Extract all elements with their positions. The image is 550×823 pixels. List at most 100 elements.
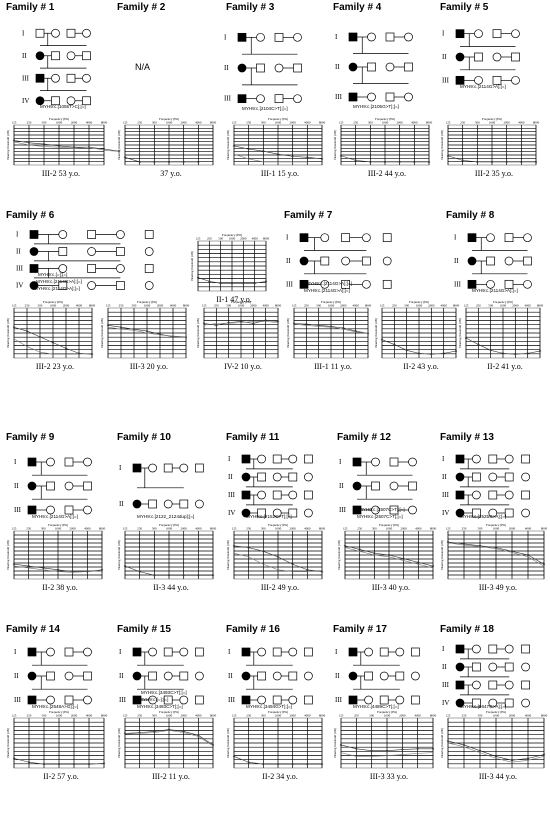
female-symbol bbox=[132, 499, 142, 509]
data-point: × bbox=[463, 544, 465, 548]
mutation-label: MYH9:c.[2114G>A];[=] bbox=[36, 279, 82, 284]
tick-label: 500 bbox=[218, 237, 223, 241]
data-point bbox=[153, 574, 156, 577]
data-point: × bbox=[43, 145, 45, 149]
audiogram-f6b: 125 250 500 1000 2000 4000 8000 Frequency (Hz) H… bbox=[190, 233, 270, 304]
generation-label: III bbox=[339, 506, 347, 514]
audiogram-f3: 125 250 500 1000 2000 4000 8000 Frequency (Hz) H… bbox=[226, 117, 326, 178]
series-line bbox=[13, 140, 120, 152]
data-point bbox=[153, 160, 156, 164]
female-symbol bbox=[408, 457, 417, 467]
data-point bbox=[366, 332, 370, 335]
mutation-label: MYH9:c.[2114G>A];[=] bbox=[304, 288, 350, 293]
data-point: × bbox=[277, 321, 279, 325]
male-symbol bbox=[272, 695, 282, 705]
male-symbol bbox=[504, 472, 514, 482]
male-symbol bbox=[299, 233, 309, 243]
data-point bbox=[355, 747, 358, 750]
audiogram-f16: 125 250 500 1000 2000 4000 8000 Frequency (Hz) H… bbox=[226, 710, 326, 781]
generation-label: I bbox=[224, 33, 227, 41]
tick-label: 500 bbox=[38, 304, 43, 308]
male-symbol bbox=[504, 698, 514, 708]
male-symbol bbox=[486, 256, 495, 266]
tick-label: 4000 bbox=[262, 304, 269, 308]
female-symbol bbox=[51, 28, 60, 38]
male-symbol bbox=[521, 454, 530, 464]
male-symbol bbox=[27, 695, 37, 705]
axis-title-top: Frequency (Hz) bbox=[377, 710, 397, 714]
male-symbol bbox=[523, 256, 532, 266]
data-point: × bbox=[78, 353, 80, 357]
tick-label: 2000 bbox=[289, 121, 296, 125]
mutation-label: MYH9:c.[2114G>A];[=] bbox=[34, 286, 80, 291]
female-symbol bbox=[371, 505, 380, 515]
tick-label: 500 bbox=[226, 304, 231, 308]
male-symbol bbox=[195, 647, 204, 657]
data-point: × bbox=[342, 328, 344, 332]
data-point: × bbox=[240, 321, 242, 325]
generation-label: III bbox=[16, 265, 24, 273]
data-point bbox=[42, 763, 46, 766]
axis-title-left: Hearing threshold (dB) bbox=[333, 130, 337, 160]
axis-title-top: Frequency (Hz) bbox=[222, 233, 242, 237]
family-title: Family # 14 bbox=[6, 624, 60, 635]
male-symbol bbox=[87, 264, 96, 273]
chart-caption: III-2 23 y.o. bbox=[36, 362, 74, 371]
data-point bbox=[12, 757, 16, 760]
data-point: × bbox=[262, 563, 264, 567]
data-point: × bbox=[139, 732, 141, 736]
tick-label: 500 bbox=[132, 304, 137, 308]
female-symbol bbox=[455, 662, 465, 672]
data-point bbox=[291, 563, 294, 566]
data-point bbox=[230, 282, 234, 285]
tick-label: 8000 bbox=[541, 714, 548, 718]
generation-label: I bbox=[339, 458, 342, 466]
tick-label: 2000 bbox=[340, 304, 347, 308]
tick-label: 500 bbox=[261, 714, 266, 718]
female-symbol bbox=[523, 233, 532, 243]
female-symbol bbox=[367, 92, 376, 102]
female-symbol bbox=[163, 499, 173, 509]
generation-label: II bbox=[442, 473, 447, 481]
data-point: × bbox=[168, 729, 170, 733]
male-symbol bbox=[241, 647, 251, 657]
series-line bbox=[197, 277, 267, 284]
tick-label: 250 bbox=[357, 527, 362, 531]
generation-label: IV bbox=[16, 282, 23, 290]
series-line bbox=[447, 742, 545, 763]
tick-label: 250 bbox=[246, 527, 251, 531]
female-symbol bbox=[163, 671, 173, 681]
family-title: Family # 13 bbox=[440, 432, 494, 443]
tick-label: 4000 bbox=[304, 527, 311, 531]
tick-label: 2000 bbox=[399, 714, 406, 718]
data-point bbox=[145, 329, 149, 333]
male-symbol bbox=[379, 695, 389, 705]
generation-label: III bbox=[228, 696, 236, 704]
male-symbol bbox=[82, 96, 91, 106]
male-symbol bbox=[488, 644, 498, 654]
data-point: × bbox=[432, 751, 434, 755]
generation-label: III bbox=[442, 681, 450, 689]
male-symbol bbox=[195, 695, 204, 705]
data-point bbox=[247, 761, 250, 764]
axis-title-left: Hearing threshold (dB) bbox=[117, 728, 121, 758]
family-title: Family # 11 bbox=[226, 432, 280, 443]
data-point: × bbox=[13, 337, 15, 341]
tick-label: 8000 bbox=[537, 304, 544, 308]
data-point bbox=[476, 160, 479, 164]
female-symbol bbox=[87, 247, 96, 256]
female-symbol bbox=[348, 671, 358, 681]
male-symbol bbox=[237, 94, 247, 104]
male-symbol bbox=[29, 264, 39, 273]
tick-label: 250 bbox=[26, 527, 31, 531]
tick-label: 125 bbox=[446, 527, 451, 531]
data-point: × bbox=[305, 324, 307, 328]
chart-caption: III-3 33 y.o. bbox=[370, 772, 408, 781]
series-line bbox=[107, 326, 187, 338]
audiogram-f18: 125 250 500 1000 2000 4000 8000 Frequency (Hz) H… bbox=[440, 710, 548, 781]
data-point bbox=[538, 349, 542, 353]
data-point bbox=[232, 755, 236, 758]
data-point: × bbox=[212, 744, 214, 748]
series-line bbox=[233, 552, 308, 572]
